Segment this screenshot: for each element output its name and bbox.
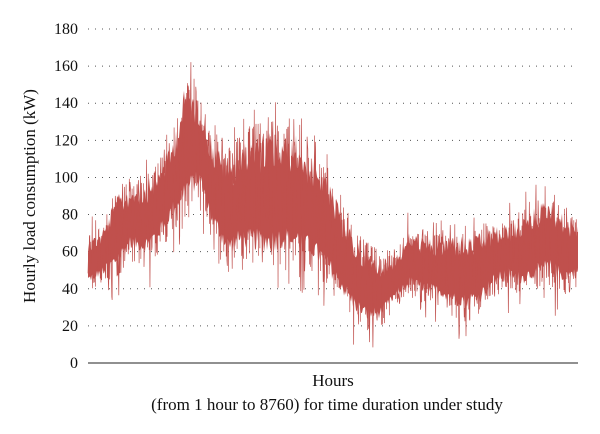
x-axis-title: Hours bbox=[312, 371, 354, 390]
y-tick-labels: 0 20 40 60 80 100 120 140 160 180 bbox=[54, 21, 78, 372]
y-tick-label-20: 20 bbox=[62, 318, 78, 335]
series-line bbox=[87, 62, 578, 348]
y-tick-label-120: 120 bbox=[54, 132, 78, 149]
y-tick-label-0: 0 bbox=[70, 355, 78, 372]
series-layer bbox=[87, 62, 578, 348]
x-axis-subtitle: (from 1 hour to 8760) for time duration … bbox=[151, 395, 503, 414]
y-axis-title: Hourly load consumption (kW) bbox=[20, 89, 39, 303]
y-tick-label-80: 80 bbox=[62, 207, 78, 224]
y-tick-label-160: 160 bbox=[54, 58, 78, 75]
y-tick-label-40: 40 bbox=[62, 281, 78, 298]
y-tick-label-60: 60 bbox=[62, 244, 78, 261]
y-tick-label-140: 140 bbox=[54, 95, 78, 112]
y-tick-label-180: 180 bbox=[54, 21, 78, 38]
y-tick-label-100: 100 bbox=[54, 169, 78, 186]
